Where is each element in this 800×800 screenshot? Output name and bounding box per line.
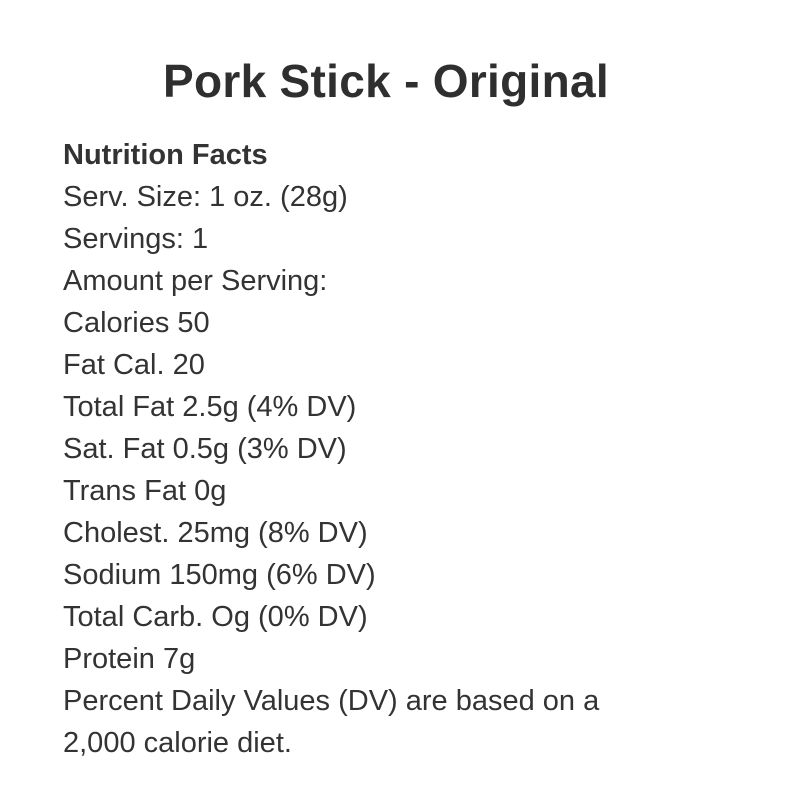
nutrition-facts: Nutrition Facts Serv. Size: 1 oz. (28g) … [63, 134, 599, 764]
dv-note-line-1: Percent Daily Values (DV) are based on a [63, 685, 600, 717]
cholesterol: Cholest. 25mg (8% DV) [63, 517, 368, 549]
serving-size: Serv. Size: 1 oz. (28g) [63, 181, 348, 213]
amount-per-serving: Amount per Serving: [63, 265, 328, 297]
total-fat: Total Fat 2.5g (4% DV) [63, 391, 357, 423]
total-carb: Total Carb. Og (0% DV) [63, 601, 368, 633]
product-title: Pork Stick - Original [163, 55, 609, 107]
dv-note-line-2: 2,000 calorie diet. [63, 727, 292, 759]
saturated-fat: Sat. Fat 0.5g (3% DV) [63, 433, 347, 465]
nutrition-facts-heading: Nutrition Facts [63, 139, 268, 171]
trans-fat: Trans Fat 0g [63, 475, 227, 507]
protein: Protein 7g [63, 643, 196, 675]
servings: Servings: 1 [63, 223, 209, 255]
calories: Calories 50 [63, 307, 210, 339]
fat-calories: Fat Cal. 20 [63, 349, 205, 381]
sodium: Sodium 150mg (6% DV) [63, 559, 376, 591]
